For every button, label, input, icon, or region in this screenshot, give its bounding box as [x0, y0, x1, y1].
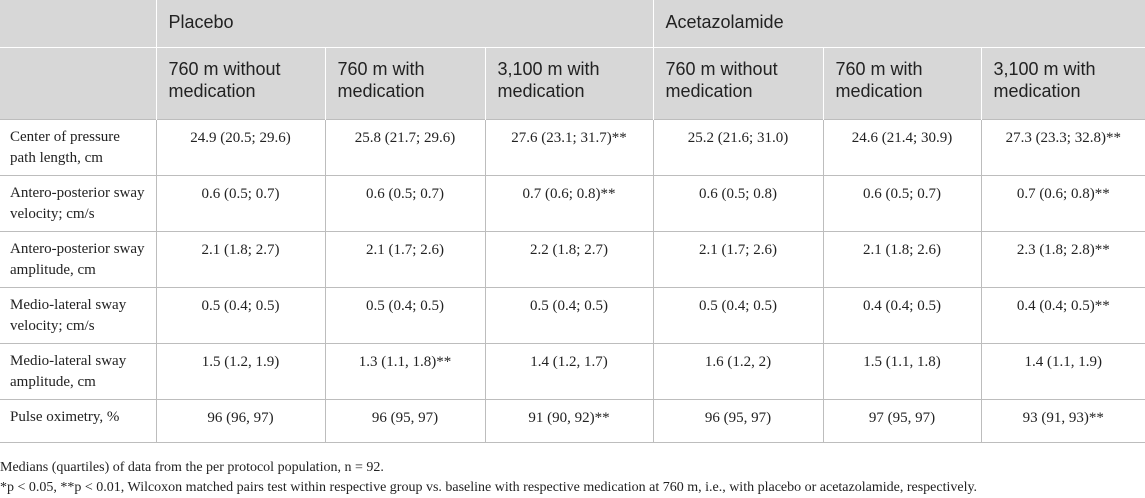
table-row: Medio-lateral sway velocity; cm/s 0.5 (0… — [0, 286, 1145, 344]
table-cell: 97 (95, 97) — [822, 398, 982, 443]
column-header: 760 m with medication — [325, 46, 486, 119]
table-cell: 0.7 (0.6; 0.8)** — [484, 174, 654, 232]
table-cell: 1.6 (1.2, 2) — [652, 342, 824, 400]
column-header: 760 m with medication — [823, 46, 982, 119]
table-cell: 2.1 (1.7; 2.6) — [652, 230, 824, 288]
table-cell: 2.1 (1.7; 2.6) — [324, 230, 486, 288]
column-header-blank — [0, 46, 157, 119]
table-cell: 24.6 (21.4; 30.9) — [822, 118, 982, 176]
table-cell: 0.5 (0.4; 0.5) — [484, 286, 654, 344]
table-cell: 1.4 (1.1, 1.9) — [980, 342, 1145, 400]
table-cell: 96 (95, 97) — [652, 398, 824, 443]
table-cell: 27.3 (23.3; 32.8)** — [980, 118, 1145, 176]
table-cell: 2.1 (1.8; 2.7) — [155, 230, 326, 288]
footnote: *p < 0.05, **p < 0.01, Wilcoxon matched … — [0, 480, 978, 495]
table-cell: 1.3 (1.1, 1.8)** — [324, 342, 486, 400]
table-cell: 25.2 (21.6; 31.0) — [652, 118, 824, 176]
row-label: Medio-lateral sway velocity; cm/s — [0, 286, 157, 344]
column-header: 760 m without medication — [653, 46, 824, 119]
table-cell: 25.8 (21.7; 29.6) — [324, 118, 486, 176]
table-row: Center of pressure path length, cm 24.9 … — [0, 118, 1145, 176]
table-cell: 0.6 (0.5; 0.8) — [652, 174, 824, 232]
table-cell: 0.5 (0.4; 0.5) — [324, 286, 486, 344]
table-cell: 96 (95, 97) — [324, 398, 486, 443]
table-cell: 0.5 (0.4; 0.5) — [155, 286, 326, 344]
header-blank — [0, 0, 157, 47]
table-cell: 24.9 (20.5; 29.6) — [155, 118, 326, 176]
table-row: Pulse oximetry, % 96 (96, 97) 96 (95, 97… — [0, 398, 1145, 443]
table-cell: 0.6 (0.5; 0.7) — [155, 174, 326, 232]
column-header: 3,100 m with medication — [485, 46, 654, 119]
table-cell: 1.5 (1.1, 1.8) — [822, 342, 982, 400]
table-row: Antero-posterior sway velocity; cm/s 0.6… — [0, 174, 1145, 232]
table-cell: 0.6 (0.5; 0.7) — [324, 174, 486, 232]
column-header: 760 m without medication — [156, 46, 326, 119]
table-cell: 0.4 (0.4; 0.5)** — [980, 286, 1145, 344]
row-label: Antero-posterior sway velocity; cm/s — [0, 174, 157, 232]
group-placebo: Placebo — [156, 0, 654, 47]
row-label: Center of pressure path length, cm — [0, 118, 157, 176]
table-cell: 27.6 (23.1; 31.7)** — [484, 118, 654, 176]
table-row: Antero-posterior sway amplitude, cm 2.1 … — [0, 230, 1145, 288]
group-header-row: Placebo Acetazolamide — [0, 0, 1145, 47]
table-row: Medio-lateral sway amplitude, cm 1.5 (1.… — [0, 342, 1145, 400]
table-cell: 0.7 (0.6; 0.8)** — [980, 174, 1145, 232]
table-cell: 2.2 (1.8; 2.7) — [484, 230, 654, 288]
table-cell: 1.4 (1.2, 1.7) — [484, 342, 654, 400]
column-header: 3,100 m with medication — [981, 46, 1145, 119]
row-label: Antero-posterior sway amplitude, cm — [0, 230, 157, 288]
table-cell: 91 (90, 92)** — [484, 398, 654, 443]
table-cell: 93 (91, 93)** — [980, 398, 1145, 443]
column-header-row: 760 m without medication 760 m with medi… — [0, 46, 1145, 119]
table-cell: 0.6 (0.5; 0.7) — [822, 174, 982, 232]
footnote: Medians (quartiles) of data from the per… — [0, 460, 384, 475]
row-label: Medio-lateral sway amplitude, cm — [0, 342, 157, 400]
table-cell: 2.1 (1.8; 2.6) — [822, 230, 982, 288]
row-label: Pulse oximetry, % — [0, 398, 157, 443]
table-cell: 0.5 (0.4; 0.5) — [652, 286, 824, 344]
table-cell: 0.4 (0.4; 0.5) — [822, 286, 982, 344]
group-acetazolamide: Acetazolamide — [653, 0, 1145, 47]
table-cell: 2.3 (1.8; 2.8)** — [980, 230, 1145, 288]
results-table: Placebo Acetazolamide 760 m without medi… — [0, 0, 1145, 443]
table-cell: 96 (96, 97) — [155, 398, 326, 443]
table-cell: 1.5 (1.2, 1.9) — [155, 342, 326, 400]
table-footnotes: Medians (quartiles) of data from the per… — [0, 458, 1145, 498]
